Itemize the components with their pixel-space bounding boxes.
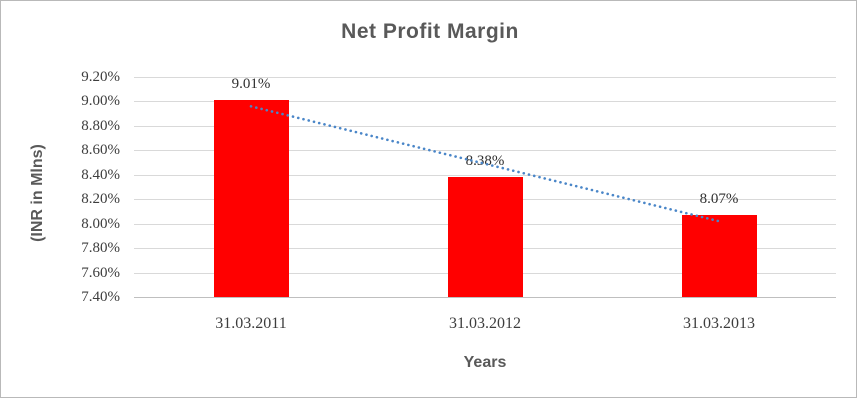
x-axis-tick-label: 31.03.2012	[449, 315, 521, 332]
y-axis-tick-label: 7.60%	[81, 265, 120, 281]
bar	[448, 177, 523, 297]
chart-title: Net Profit Margin	[341, 20, 519, 43]
y-axis-tick-label: 8.60%	[81, 142, 120, 158]
bar-value-label: 8.07%	[699, 191, 739, 207]
x-axis-tick-label: 31.03.2011	[215, 315, 287, 332]
bar-value-label: 8.38%	[465, 153, 505, 169]
y-axis-tick-label: 9.20%	[81, 69, 120, 85]
gridline	[134, 297, 836, 298]
x-axis-tick-label: 31.03.2013	[683, 315, 755, 332]
y-axis-tick-label: 9.00%	[81, 93, 120, 109]
y-axis-tick-label: 8.20%	[81, 191, 120, 207]
bar	[682, 215, 757, 297]
bar	[214, 100, 289, 297]
gridline	[134, 77, 836, 78]
x-axis-title: Years	[463, 354, 507, 371]
y-axis-tick-label: 8.40%	[81, 167, 120, 183]
y-axis-tick-label: 8.80%	[81, 118, 120, 134]
bar-value-label: 9.01%	[231, 76, 271, 92]
gridline	[134, 101, 836, 102]
y-axis-tick-label: 7.80%	[81, 240, 120, 256]
y-axis-tick-label: 8.00%	[81, 216, 120, 232]
y-axis-tick-label: 7.40%	[81, 289, 120, 305]
